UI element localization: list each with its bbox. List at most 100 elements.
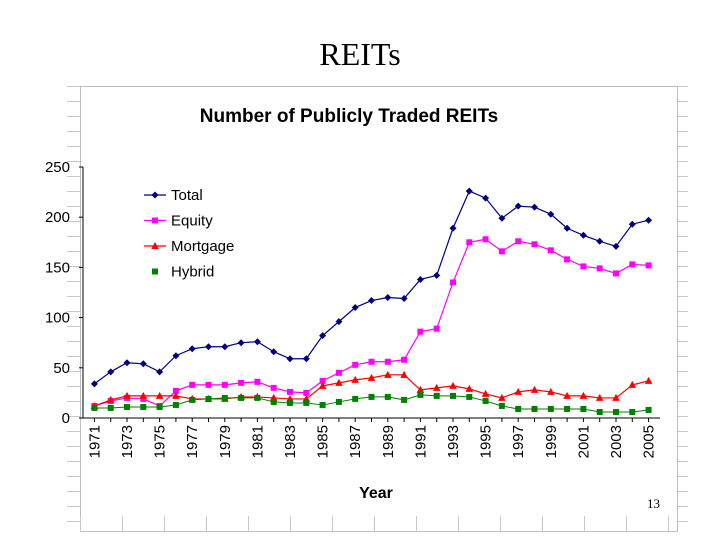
data-point-hybrid [303, 399, 310, 406]
series-total [90, 187, 653, 388]
data-point-mortgage [318, 381, 327, 389]
data-point-equity [645, 262, 652, 269]
data-point-hybrid [140, 403, 147, 410]
right-ruler-marks [678, 86, 688, 532]
data-point-total [547, 210, 555, 218]
data-point-equity [319, 377, 326, 384]
data-point-hybrid [482, 397, 489, 404]
data-point-equity [498, 248, 505, 255]
y-tick-label: 250 [45, 159, 70, 176]
data-point-total [563, 224, 571, 232]
data-point-total [188, 345, 196, 353]
data-point-total [270, 348, 278, 356]
data-point-total [514, 202, 522, 210]
legend-label-total: Total [171, 187, 203, 204]
data-point-total [90, 380, 98, 388]
data-point-equity [564, 256, 571, 263]
data-point-mortgage [416, 385, 425, 393]
data-point-hybrid [547, 405, 554, 412]
x-tick-label: 2001 [575, 425, 592, 458]
data-point-hybrid [417, 391, 424, 398]
data-point-equity [335, 369, 342, 376]
bottom-ruler-marks [80, 516, 678, 532]
data-point-equity [303, 389, 310, 396]
data-point-mortgage [432, 383, 441, 391]
data-point-equity [547, 247, 554, 254]
data-point-hybrid [107, 404, 114, 411]
data-point-total [335, 318, 343, 326]
legend-label-hybrid: Hybrid [171, 264, 214, 281]
data-point-equity [433, 325, 440, 332]
data-point-hybrid [515, 405, 522, 412]
data-point-total [205, 343, 213, 351]
data-point-hybrid [238, 394, 245, 401]
data-point-hybrid [433, 392, 440, 399]
legend-label-mortgage: Mortgage [171, 238, 234, 255]
data-point-hybrid [254, 394, 261, 401]
x-tick-label: 1999 [543, 425, 560, 458]
x-tick-label: 1981 [249, 425, 266, 458]
data-point-hybrid [319, 401, 326, 408]
data-point-hybrid [629, 408, 636, 415]
data-point-hybrid [221, 394, 228, 401]
x-tick-label: 1989 [380, 425, 397, 458]
data-point-hybrid [645, 406, 652, 413]
data-point-total [400, 295, 408, 303]
data-point-mortgage [465, 384, 474, 392]
data-point-total [368, 297, 375, 305]
data-point-total [433, 271, 441, 279]
data-point-total [482, 194, 490, 202]
data-point-equity [401, 356, 408, 363]
data-point-mortgage [498, 393, 506, 401]
data-point-equity [352, 361, 359, 368]
legend-label-equity: Equity [171, 213, 213, 230]
data-point-mortgage [595, 393, 604, 401]
data-point-mortgage [481, 389, 490, 397]
series-hybrid [91, 391, 652, 415]
data-point-hybrid [596, 408, 603, 415]
data-point-equity [254, 378, 261, 385]
x-axis-label: Year [359, 485, 393, 502]
data-point-equity [384, 358, 391, 365]
data-point-hybrid [368, 393, 375, 400]
legend-marker-total [151, 191, 159, 199]
data-point-hybrid [449, 392, 456, 399]
x-tick-label: 1979 [217, 425, 234, 458]
data-point-equity [580, 263, 587, 270]
data-point-mortgage [155, 391, 164, 399]
y-tick-label: 200 [45, 209, 70, 226]
data-point-equity [368, 358, 375, 365]
y-tick-label: 100 [45, 310, 70, 327]
data-point-equity [205, 381, 212, 388]
data-point-total [416, 275, 424, 283]
data-point-mortgage [628, 380, 637, 388]
data-point-total [286, 355, 294, 363]
data-point-total [237, 339, 245, 347]
data-point-hybrid [384, 393, 391, 400]
data-point-total [645, 216, 653, 224]
data-point-mortgage [546, 387, 555, 395]
data-point-mortgage [335, 378, 343, 386]
data-point-total [498, 214, 506, 222]
data-point-total [530, 203, 538, 211]
x-tick-label: 1997 [510, 425, 527, 458]
data-point-equity [172, 387, 179, 394]
x-tick-label: 1993 [445, 425, 462, 458]
x-tick-label: 2005 [641, 425, 658, 458]
data-point-equity [531, 241, 538, 248]
data-point-mortgage [123, 391, 131, 399]
data-point-hybrid [270, 398, 277, 405]
data-point-equity [238, 379, 245, 386]
data-point-mortgage [579, 391, 588, 399]
y-tick-label: 50 [53, 360, 70, 377]
data-point-mortgage [644, 376, 653, 384]
data-point-equity [629, 261, 636, 268]
data-point-total [596, 237, 604, 245]
data-point-total [319, 332, 327, 340]
data-point-equity [270, 384, 277, 391]
x-tick-label: 1987 [347, 425, 364, 458]
x-tick-label: 1973 [119, 425, 136, 458]
chart-plot-area: 0 50 100 150 200 250 1971 1973 1975 1977 1979 1981 1… [45, 159, 660, 458]
chart-legend: Total Equity Mortgage Hybrid [144, 187, 234, 281]
data-point-mortgage [139, 391, 148, 399]
